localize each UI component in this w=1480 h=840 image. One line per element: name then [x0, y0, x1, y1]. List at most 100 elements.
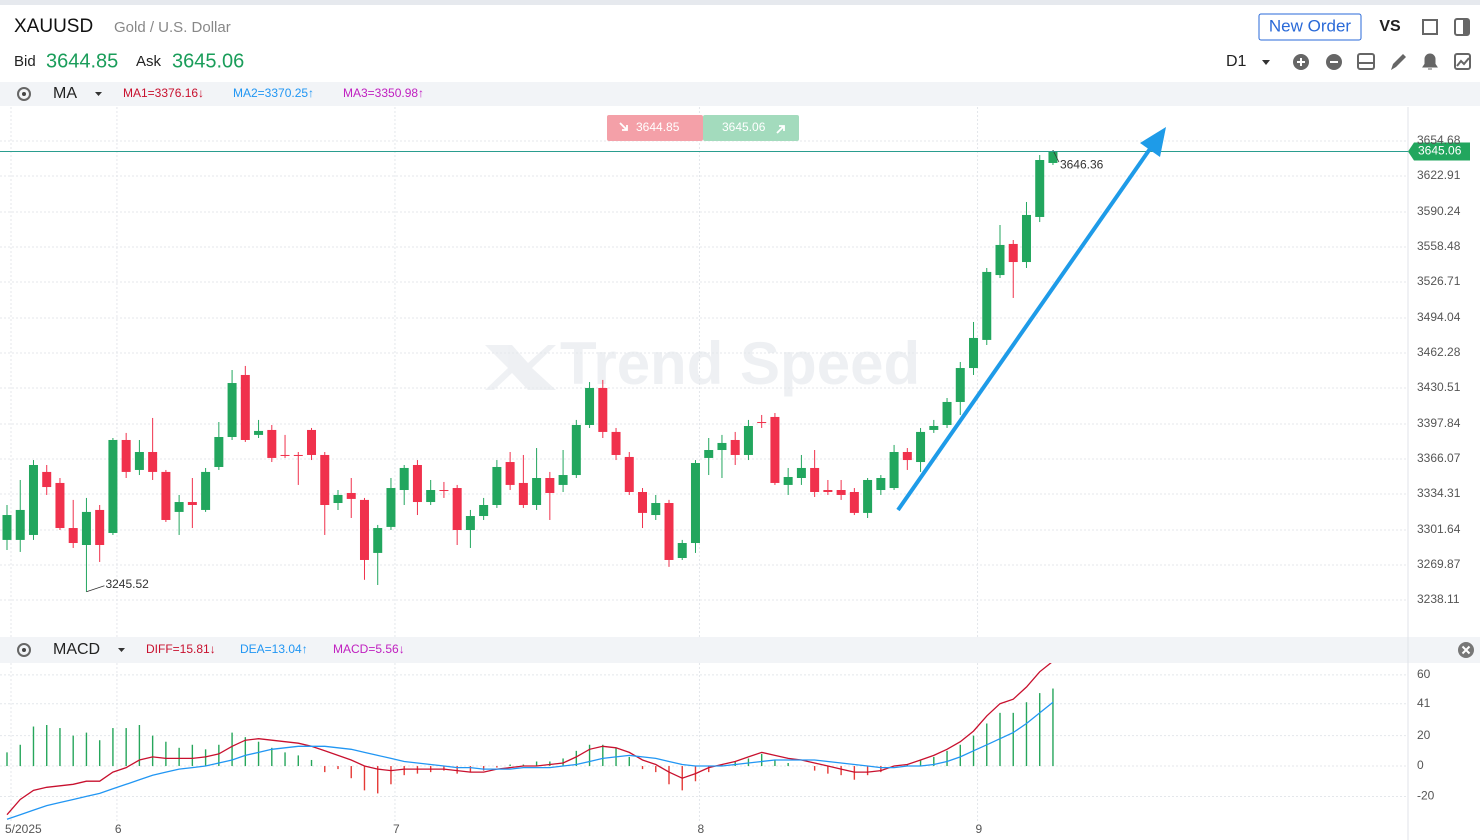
candle-body [320, 454, 330, 505]
y-tick-label: 3430.51 [1417, 380, 1461, 394]
timeframe[interactable]: D1 [1226, 53, 1247, 70]
candle-body [796, 467, 806, 478]
candle-body [1035, 160, 1045, 217]
candle-body [2, 515, 12, 540]
candle-body [955, 368, 965, 402]
indicator-name[interactable]: MA [53, 85, 77, 102]
alert-icon[interactable] [1422, 53, 1438, 70]
settings-icon[interactable] [17, 87, 31, 101]
candle-body [465, 516, 475, 531]
y-tick-label: 60 [1417, 667, 1431, 681]
legend-entry: MACD=5.56↓ [333, 642, 405, 656]
icon-shape [1454, 18, 1470, 36]
candle-body [969, 337, 979, 369]
price-label-bg [1408, 142, 1470, 161]
sell-price: 3644.85 [636, 120, 680, 134]
candle-body [889, 451, 899, 489]
ask-label: Ask [136, 53, 162, 70]
symbol: XAUUSD [14, 16, 93, 37]
legend-entry: DEA=13.04↑ [240, 642, 308, 656]
y-tick-label: 3269.87 [1417, 557, 1461, 571]
y-tick-label: 3334.31 [1417, 486, 1461, 500]
candle-body [730, 439, 740, 455]
icon-shape [17, 87, 31, 101]
zoom-in-icon[interactable] [1293, 54, 1309, 70]
icon-shape [22, 92, 26, 96]
macd-panel [0, 663, 1408, 822]
top-strip [0, 0, 1480, 5]
candle-body [743, 425, 753, 455]
dropdown-arrow [118, 648, 125, 652]
candle-body [1008, 243, 1018, 263]
candle-body [624, 456, 634, 492]
fullscreen-icon[interactable] [1422, 19, 1438, 35]
candle-body [161, 471, 171, 520]
candle-body [81, 511, 91, 545]
indicator-icon[interactable] [1454, 53, 1471, 70]
x-tick-label: 6 [115, 822, 122, 836]
buy-price: 3645.06 [722, 120, 766, 134]
sidebar-icon[interactable] [1454, 18, 1470, 36]
candle-body [598, 387, 608, 432]
y-tick-label: 41 [1417, 696, 1431, 710]
y-tick-label: 3622.91 [1417, 168, 1461, 182]
candle-body [15, 509, 25, 540]
candle-body [55, 482, 65, 529]
y-tick-label: 3590.24 [1417, 204, 1461, 218]
buy-button[interactable]: 3645.06 [703, 115, 799, 141]
candle-body [201, 471, 211, 510]
symbol-name: Gold / U.S. Dollar [114, 19, 231, 36]
macd-line [6, 701, 1054, 820]
arrow-icon [776, 125, 785, 134]
candle-body [479, 504, 489, 517]
arrow-head [1140, 127, 1166, 157]
icon-shape [1461, 645, 1471, 655]
vs-button[interactable]: VS [1379, 18, 1401, 35]
icon-shape [1463, 20, 1468, 34]
settings-icon[interactable] [17, 643, 31, 657]
candle-body [227, 383, 237, 438]
bid-label: Bid [14, 53, 36, 70]
candle-body [518, 482, 528, 505]
candle-body [492, 466, 502, 505]
candle-body [174, 502, 184, 512]
candle-body [876, 478, 886, 491]
y-tick-label: 20 [1417, 728, 1431, 742]
icon-shape [17, 643, 31, 657]
legend-entry: MA1=3376.16↓ [123, 86, 204, 100]
candle-body [916, 431, 926, 463]
new-order-label: New Order [1269, 16, 1352, 35]
x-tick-label: 5/2025 [5, 822, 42, 836]
candle-body [982, 271, 992, 340]
sell-button[interactable]: 3644.85 [607, 115, 703, 141]
new-order-button[interactable]: New Order [1258, 13, 1362, 41]
candle-body [1048, 151, 1058, 163]
candle-body [571, 425, 581, 476]
candle-body [399, 467, 409, 491]
bid-price: 3644.85 [46, 50, 118, 72]
candle-body [359, 499, 369, 560]
candle-body [638, 491, 648, 513]
candle-body [134, 451, 144, 470]
icon-shape [22, 648, 26, 652]
zoom-out-icon[interactable] [1326, 54, 1342, 70]
icon-shape [1297, 58, 1305, 66]
candle-body [770, 416, 780, 483]
icon-shape [1357, 53, 1375, 70]
legend-entry: MA3=3350.98↑ [343, 86, 424, 100]
indicator-name[interactable]: MACD [53, 641, 100, 658]
close-indicator[interactable] [1458, 642, 1474, 658]
candle-body [505, 462, 515, 485]
draw-icon[interactable] [1391, 54, 1406, 70]
candle-body [95, 509, 105, 545]
annotation-leader [86, 585, 105, 593]
layout-icon[interactable] [1357, 53, 1375, 70]
candle-body [452, 488, 462, 531]
x-tick-label: 9 [976, 822, 983, 836]
candle-body [849, 491, 859, 513]
candle-body [214, 437, 224, 467]
x-tick-label: 7 [393, 822, 400, 836]
button-bg [703, 115, 799, 141]
y-tick-label: 3301.64 [1417, 522, 1461, 536]
